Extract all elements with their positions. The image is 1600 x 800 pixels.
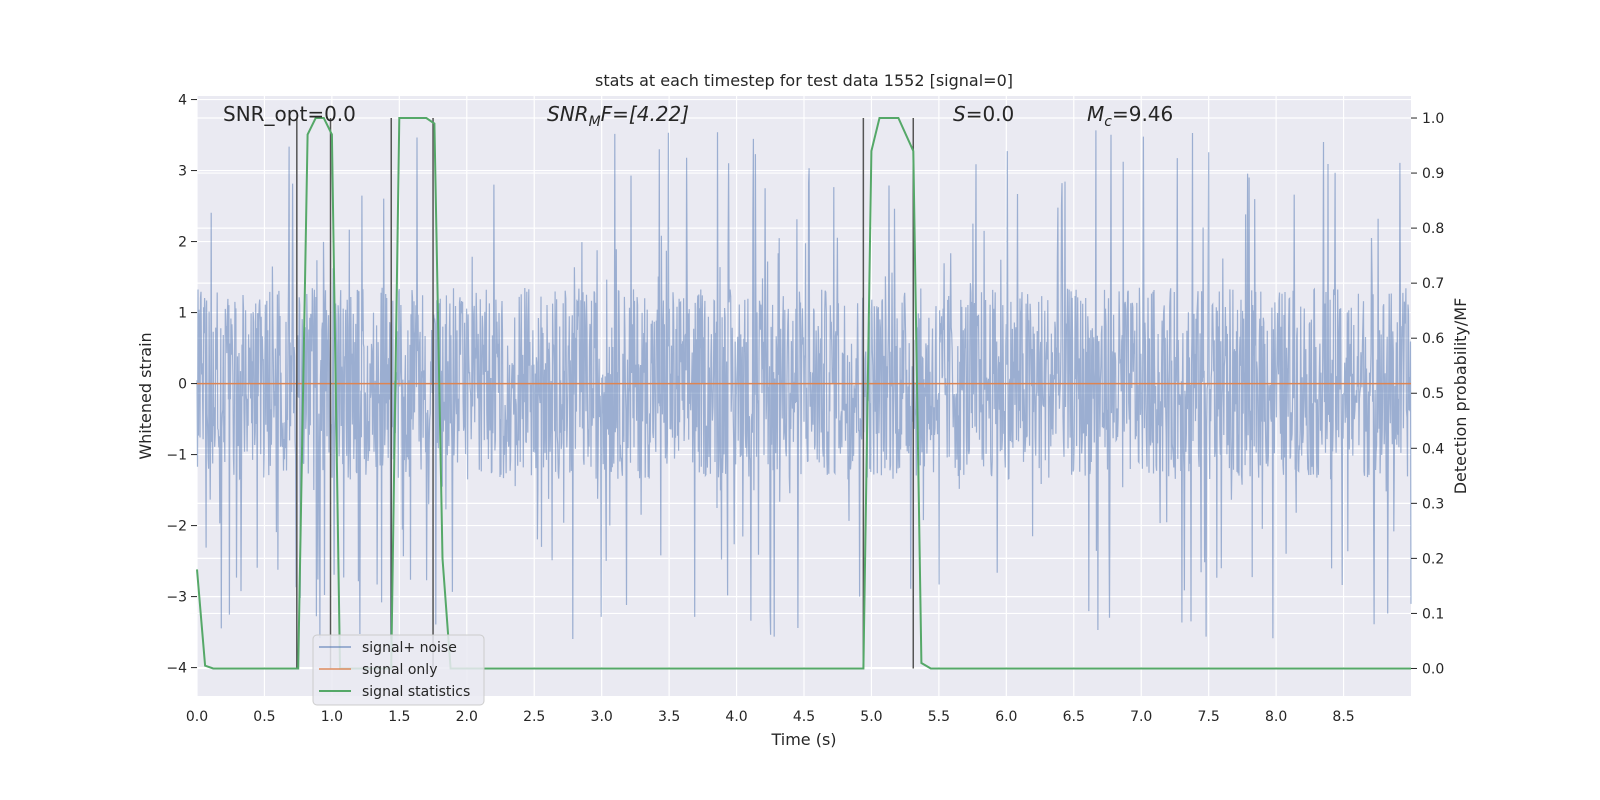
y-left-tick-label: 0 — [178, 377, 187, 393]
x-tick-label: 8.5 — [1332, 709, 1354, 725]
x-tick-label: 7.0 — [1130, 709, 1152, 725]
y-right-tick-label: 0.6 — [1422, 331, 1444, 347]
x-tick-label: 5.5 — [928, 709, 950, 725]
annotation-mc-main: M — [1087, 102, 1104, 126]
x-tick-label: 0.0 — [186, 709, 208, 725]
annotation-snr-opt: SNR_opt=0.0 — [223, 102, 356, 126]
legend-label-signal-only: signal only — [362, 662, 437, 678]
legend-box — [312, 634, 485, 706]
annotation-mc: Mc=9.46 — [1087, 102, 1173, 130]
annotation-s-rest: =0.0 — [966, 102, 1015, 126]
x-tick-label: 2.0 — [456, 709, 478, 725]
legend: signal+ noise signal only signal statist… — [312, 634, 485, 706]
chart-title: stats at each timestep for test data 155… — [595, 71, 1013, 90]
signal-statistics-line — [196, 117, 1411, 670]
x-tick-label: 3.5 — [658, 709, 680, 725]
x-tick-label: 8.0 — [1265, 709, 1287, 725]
annotation-s: S=0.0 — [953, 102, 1014, 126]
x-tick-label: 0.5 — [253, 709, 275, 725]
y-right-tick-label: 0.2 — [1422, 551, 1444, 567]
y-left-tick-label: 3 — [178, 164, 187, 180]
y-left-tick-label: 1 — [178, 306, 187, 322]
y-right-tick-label: 0.8 — [1422, 221, 1444, 237]
x-tick-label: 4.0 — [725, 709, 747, 725]
y-left-tick-label: 4 — [178, 93, 187, 109]
y-right-tick-labels: 1.0 0.9 0.8 0.7 0.6 0.5 0.4 0.3 0.2 0.1 0.0 — [1411, 111, 1444, 677]
x-tick-label: 2.5 — [523, 709, 545, 725]
y-right-tick-label: 0.0 — [1422, 661, 1444, 677]
y-left-tick-label: −1 — [166, 448, 187, 464]
y-left-tick-label: −3 — [166, 590, 187, 606]
x-tick-label: 5.0 — [860, 709, 882, 725]
x-axis-label: Time (s) — [770, 730, 836, 749]
annotation-mc-rest: =9.46 — [1112, 102, 1173, 126]
x-tick-labels: 0.0 0.5 1.0 1.5 2.0 2.5 3.0 3.5 4.0 4.5 5.0 5.5 6.0 6… — [186, 709, 1355, 725]
x-tick-label: 6.0 — [995, 709, 1017, 725]
y-axis-label-right: Detection probability/MF — [1451, 298, 1470, 495]
annotation-snr-mf: SNRMF=[4.22] — [547, 102, 689, 130]
y-left-tick-label: −2 — [166, 519, 187, 535]
annotation-snr-mf-rest: F=[4.22] — [601, 102, 689, 126]
y-left-tick-label: 2 — [178, 235, 187, 251]
x-tick-label: 1.0 — [321, 709, 343, 725]
y-left-tick-labels: 4 3 2 1 0 −1 −2 −3 −4 — [166, 93, 197, 677]
annotation-snr-mf-main: SNR — [547, 102, 589, 126]
y-axis-label-left: Whitened strain — [136, 332, 155, 459]
x-tick-label: 7.5 — [1198, 709, 1220, 725]
x-tick-label: 1.5 — [388, 709, 410, 725]
y-right-tick-label: 1.0 — [1422, 111, 1444, 127]
x-tick-label: 6.5 — [1063, 709, 1085, 725]
signal-noise-series — [196, 130, 1412, 640]
y-right-tick-label: 0.1 — [1422, 606, 1444, 622]
y-left-tick-label: −4 — [166, 661, 187, 677]
y-right-tick-label: 0.4 — [1422, 441, 1444, 457]
annotation-s-main: S — [953, 102, 966, 126]
annotation-snr-mf-sub: M — [589, 114, 601, 130]
annotation-mc-sub: c — [1104, 114, 1112, 130]
y-right-tick-label: 0.7 — [1422, 276, 1444, 292]
y-right-tick-label: 0.3 — [1422, 496, 1444, 512]
x-tick-label: 3.0 — [591, 709, 613, 725]
y-right-tick-label: 0.9 — [1422, 166, 1444, 182]
x-tick-label: 4.5 — [793, 709, 815, 725]
legend-label-signal-statistics: signal statistics — [362, 684, 470, 700]
y-right-tick-label: 0.5 — [1422, 386, 1444, 402]
signal-noise-trace — [196, 130, 1412, 640]
legend-label-signal-noise: signal+ noise — [362, 640, 457, 656]
